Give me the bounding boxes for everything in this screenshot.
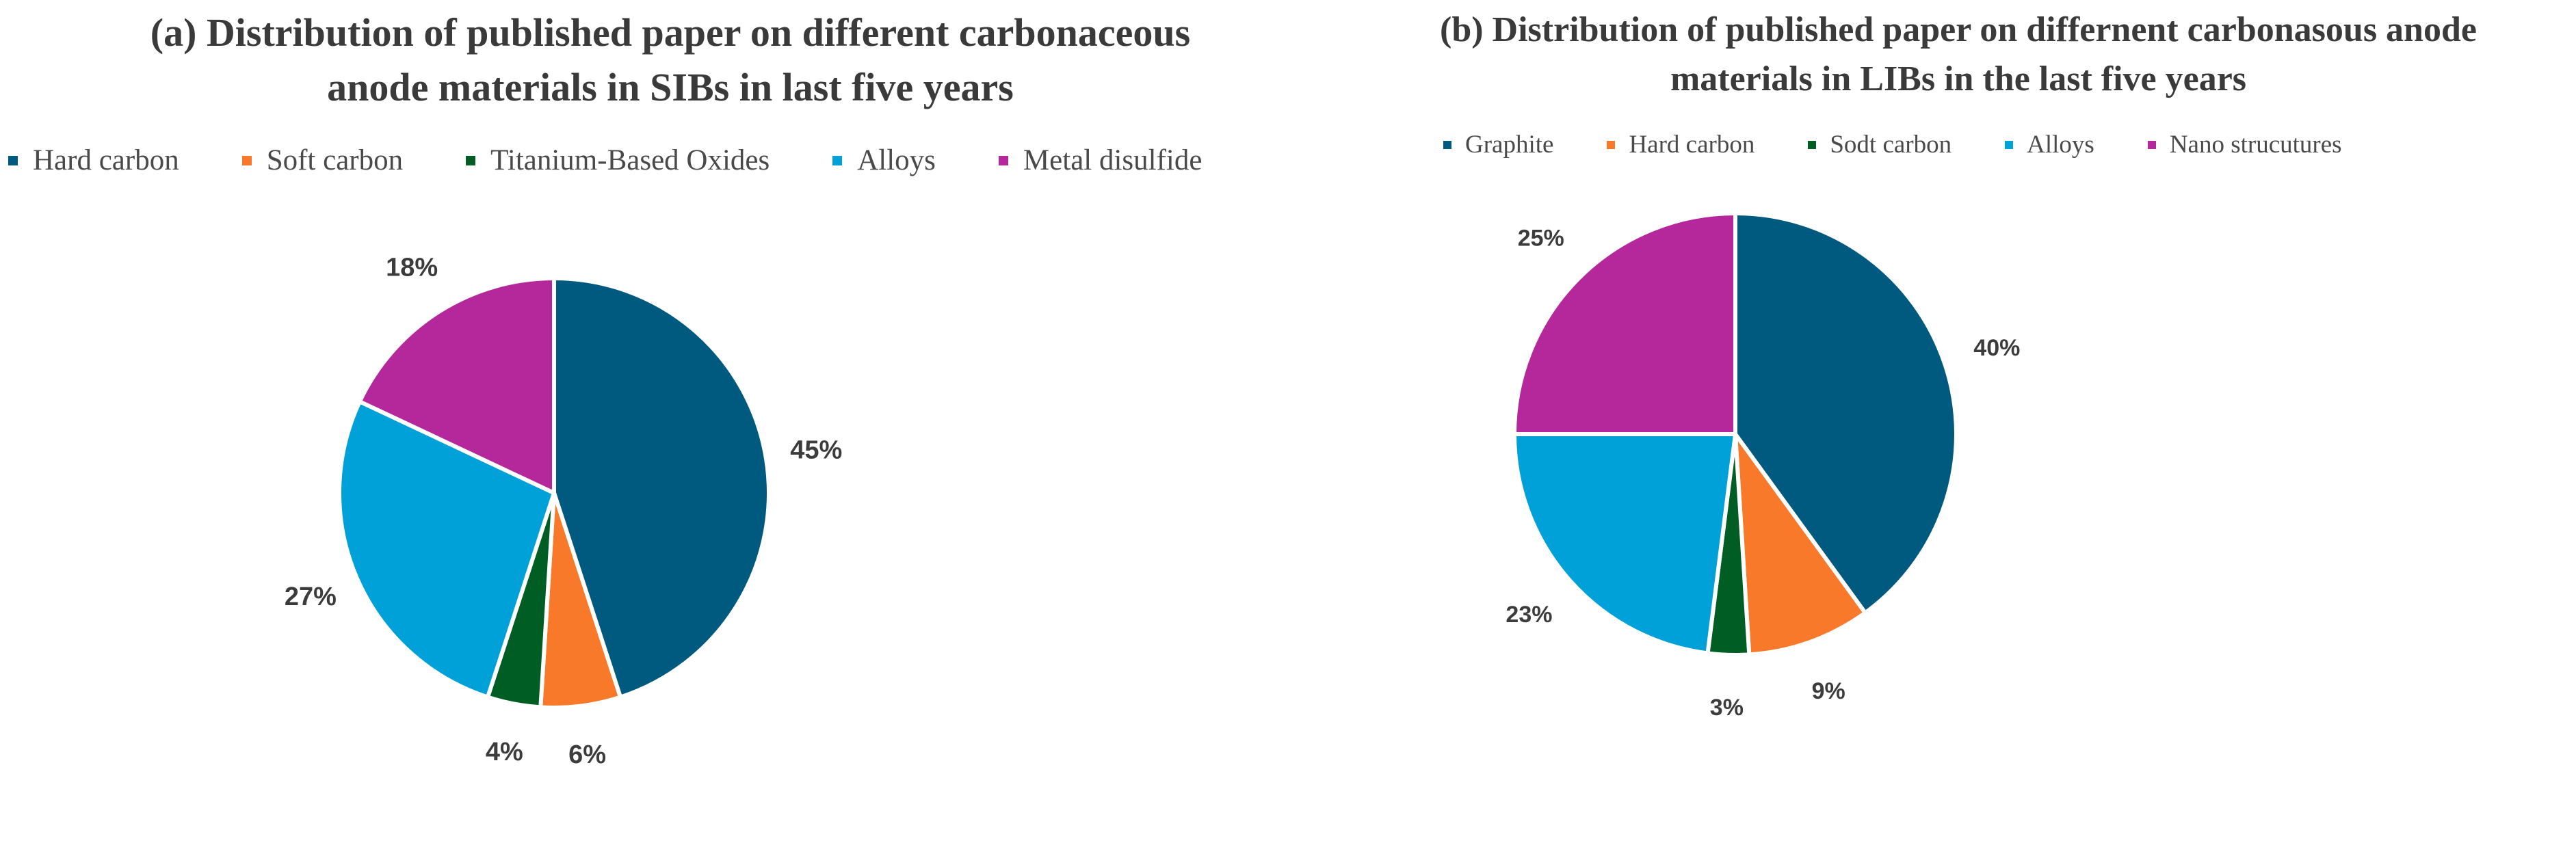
- pie-a-data-label-2: 6%: [568, 740, 606, 769]
- legend-b-swatch-2: [1607, 140, 1616, 149]
- legend-b-item-2: Hard carbon: [1607, 130, 1754, 159]
- legend-b-item-5: Nano strucutures: [2147, 130, 2342, 159]
- legend-b: Graphite Hard carbon Sodt carbon Alloys …: [1443, 130, 2395, 159]
- legend-a-item-2: Soft carbon: [241, 144, 404, 177]
- legend-a-label-2: Soft carbon: [266, 144, 404, 176]
- pie-a-slice-1: [552, 276, 771, 699]
- legend-a-label-4: Alloys: [857, 144, 936, 176]
- chart-title-b: (b) Distribution of published paper on d…: [1341, 5, 2576, 104]
- legend-a-item-4: Alloys: [832, 144, 936, 177]
- legend-b-swatch-4: [2005, 140, 2014, 149]
- legend-b-item-1: Graphite: [1443, 130, 1553, 159]
- pie-a-data-label-4: 27%: [285, 583, 337, 611]
- legend-b-item-4: Alloys: [2005, 130, 2094, 159]
- pie-chart-a: 45% 6% 4% 27% 18%: [285, 253, 842, 769]
- legend-b-swatch-1: [1443, 140, 1451, 149]
- legend-a-swatch-2: [241, 155, 252, 165]
- legend-a-label-3: Titanium-Based Oxides: [490, 144, 770, 176]
- pie-b-data-label-2: 9%: [1812, 678, 1845, 704]
- pie-chart-b: 40% 9% 3% 23% 25%: [1506, 211, 2020, 721]
- chart-title-a: (a) Distribution of published paper on d…: [0, 5, 1341, 115]
- legend-a-swatch-5: [998, 155, 1008, 165]
- legend-b-swatch-5: [2147, 140, 2156, 149]
- pie-b-slice-1: [1733, 211, 1958, 615]
- legend-b-label-4: Alloys: [2027, 131, 2094, 159]
- chart-title-a-line-2: anode materials in SIBs in last five yea…: [327, 65, 1014, 109]
- chart-panel-b: (b) Distribution of published paper on d…: [1341, 0, 2576, 843]
- legend-a-swatch-1: [8, 155, 18, 165]
- chart-title-a-line-1: (a) Distribution of published paper on d…: [150, 10, 1191, 55]
- legend-a-item-3: Titanium-Based Oxides: [466, 144, 770, 177]
- pie-a-slice-5: [357, 276, 556, 495]
- pie-b-data-label-4: 23%: [1506, 602, 1552, 628]
- legend-b-label-2: Hard carbon: [1629, 131, 1755, 159]
- pie-b-slice-2: [1733, 432, 1867, 657]
- pie-a-slice-4: [337, 399, 556, 699]
- pie-b-data-label-1: 40%: [1973, 335, 2020, 361]
- pie-a-data-label-5: 18%: [386, 253, 438, 282]
- legend-b-label-5: Nano strucutures: [2169, 131, 2342, 159]
- legend-a-item-1: Hard carbon: [8, 144, 179, 177]
- pie-b-data-label-5: 25%: [1518, 226, 1564, 252]
- chart-title-b-line-1: (b) Distribution of published paper on d…: [1440, 10, 2477, 49]
- legend-b-label-1: Graphite: [1465, 131, 1554, 159]
- legend-b-item-3: Sodt carbon: [1808, 130, 1951, 159]
- pie-b-slice-4: [1512, 432, 1737, 656]
- legend-a-label-1: Hard carbon: [33, 144, 179, 176]
- pie-b-data-label-3: 3%: [1710, 695, 1744, 721]
- chart-title-b-line-2: materials in LIBs in the last five years: [1670, 59, 2247, 98]
- legend-a: Hard carbon Soft carbon Titanium-Based O…: [8, 144, 1265, 177]
- pie-a-data-label-1: 45%: [790, 436, 842, 464]
- chart-panel-a: (a) Distribution of published paper on d…: [0, 5, 1341, 769]
- pie-a-data-label-3: 4%: [486, 738, 523, 766]
- legend-a-swatch-4: [832, 155, 843, 165]
- legend-a-swatch-3: [466, 155, 476, 165]
- legend-a-label-5: Metal disulfide: [1023, 144, 1202, 176]
- legend-b-label-3: Sodt carbon: [1830, 131, 1952, 159]
- pie-b-slice-5: [1512, 211, 1737, 436]
- legend-a-item-5: Metal disulfide: [998, 144, 1202, 177]
- legend-b-swatch-3: [1808, 140, 1817, 149]
